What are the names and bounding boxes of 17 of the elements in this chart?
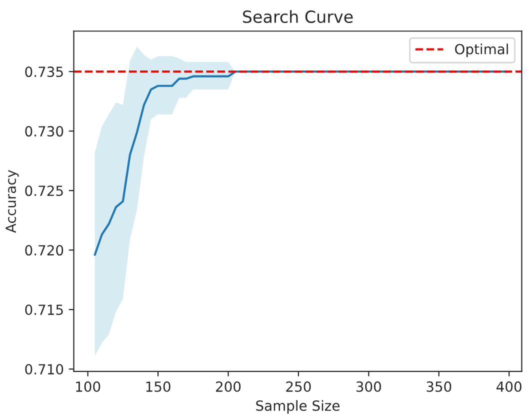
x-tick-label: 300 [356,381,381,392]
x-tick-label: 400 [496,381,522,392]
legend-label: Optimal [455,44,508,58]
y-tick-label: 0.710 [25,364,64,375]
chart-title: Search Curve [242,10,353,24]
x-tick-label: 350 [426,381,452,392]
x-tick-label: 150 [146,381,170,392]
y-tick-label: 0.730 [25,126,64,137]
y-tick-label: 0.735 [25,66,63,78]
y-axis-title: Accuracy [6,170,19,233]
y-tick-label: 0.725 [25,186,63,196]
x-tick-label: 250 [286,381,311,392]
x-tick-label: 100 [76,381,100,392]
x-axis-title: Sample Size [256,400,340,414]
y-tick-label: 0.715 [25,304,63,316]
y-tick-label: 0.720 [25,245,64,256]
x-tick-label: 200 [216,381,241,392]
